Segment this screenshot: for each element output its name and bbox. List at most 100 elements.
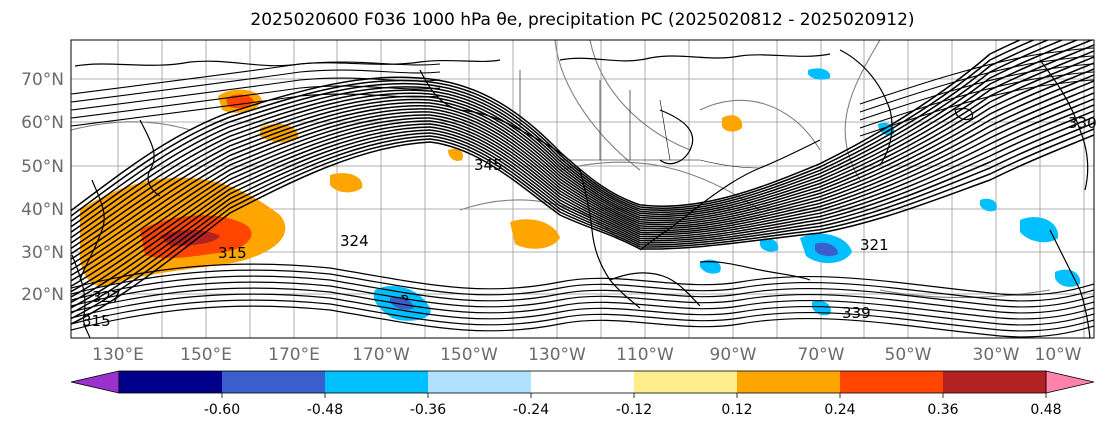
colorbar-tick-label: -0.36 [410, 402, 446, 418]
colorbar-bin [325, 371, 429, 393]
contour-label-group: 315 315 324 339 327 330 321 345 [82, 114, 1097, 330]
coast-iceland [954, 107, 974, 121]
theta-e-contour-tropical [71, 287, 1094, 320]
pressure-contour [699, 99, 821, 151]
coast-east-na [639, 139, 821, 251]
colorbar-extend-low [70, 370, 120, 394]
contour-label: 324 [340, 232, 369, 250]
coast-japan [79, 179, 105, 281]
colorbar-tick-label: -0.60 [204, 402, 240, 418]
coastlines [71, 49, 1091, 338]
theta-e-contour [71, 128, 1094, 320]
map-title: 2025020600 F036 1000 hPa θe, precipitati… [0, 10, 1105, 30]
theta-e-contour [71, 98, 1094, 293]
longitude-label: 170°E [268, 345, 320, 360]
theta-e-contour [71, 40, 1022, 212]
precip-blue-hudson [760, 238, 779, 252]
theta-e-contour [71, 134, 1094, 325]
coast-china [71, 254, 91, 338]
longitude-label: 150°E [180, 345, 232, 360]
coast-caribbean [699, 261, 811, 281]
theta-e-contour-tropical [71, 269, 1094, 302]
longitude-label: 170°W [352, 345, 410, 360]
contour-label: 327 [92, 288, 121, 306]
colorbar-extend-high [1045, 370, 1095, 394]
theta-e-contour [71, 44, 1094, 244]
colorbar-bin [737, 371, 841, 393]
colorbar-tick-label: -0.48 [307, 402, 343, 418]
coast-hudson-bay [659, 109, 694, 165]
coast-mexico [609, 272, 701, 307]
border-canada-provinces [599, 80, 671, 161]
latitude-label: 30°N [21, 243, 64, 263]
colorbar-bin [840, 371, 944, 393]
map-panel: 315 315 324 339 327 330 321 345 70°N 60°N 50°N 40°… [21, 39, 1097, 360]
colorbar-tick-label: -0.12 [616, 402, 652, 418]
coast-greenland [839, 49, 893, 166]
theta-e-contour-polar [71, 71, 1094, 129]
contour-label: 345 [474, 156, 503, 174]
theta-e-contour [71, 56, 1094, 255]
precip-blue-labrador [808, 68, 831, 80]
theta-e-contour [71, 50, 1094, 250]
longitude-labels: 130°E 150°E 170°E 170°W 150°W 130°W 110°W 90°W 7… [92, 345, 1082, 360]
contour-label: 321 [860, 236, 889, 254]
colorbar-bin [634, 371, 738, 393]
precip-orange-hawaii-ne [510, 219, 560, 249]
theta-e-contour [71, 122, 1094, 314]
precip-blue-sargasso [812, 300, 831, 316]
theta-e-contour [71, 116, 1094, 309]
precip-orange-canada [722, 115, 743, 132]
theta-e-contour [71, 68, 1094, 266]
theta-e-contour [71, 104, 1094, 298]
theta-e-contour [71, 40, 1036, 217]
theta-e-contour [71, 74, 1094, 271]
theta-e-contour [71, 40, 1050, 223]
colorbar-ticks: -0.60 -0.48 -0.36 -0.24 -0.12 0.12 0.24 0.36 0.4… [204, 393, 1062, 418]
latitude-label: 40°N [21, 200, 64, 220]
precip-blue-caribbean [700, 259, 721, 274]
longitude-label: 130°W [528, 345, 586, 360]
coast-siberia [74, 59, 501, 67]
colorbar-bin [428, 371, 532, 393]
colorbar-bin [119, 371, 223, 393]
colorbar-bin [943, 371, 1047, 393]
longitude-label: 90°W [710, 345, 757, 360]
precip-blue-e-atlantic [1055, 269, 1081, 287]
precip-navy-gulf-stream [815, 242, 838, 257]
precip-navy-hawaii [390, 296, 414, 310]
contour-label: 315 [82, 312, 111, 330]
pressure-contour [879, 289, 1051, 299]
pressure-contour [589, 40, 691, 151]
colorbar-bin [531, 371, 635, 393]
colorbar-tick-label: -0.24 [513, 402, 549, 418]
theta-e-contour-tropical [71, 299, 1094, 332]
colorbar-tick-label: 0.24 [824, 402, 855, 418]
theta-e-contour-tropical [71, 281, 1094, 314]
theta-e-contour [71, 40, 1079, 233]
coast-kamchatka [139, 119, 161, 197]
latitude-label: 60°N [21, 113, 64, 133]
theta-e-contour-tropical [71, 305, 1094, 338]
theta-e-contour [71, 62, 1094, 260]
longitude-label: 130°E [92, 345, 144, 360]
coast-africa [1049, 229, 1091, 338]
contour-label: 315 [218, 244, 247, 262]
latitude-labels: 70°N 60°N 50°N 40°N 30°N 20°N [21, 70, 64, 305]
precip-orange-baja [448, 148, 464, 161]
border-us-canada [560, 159, 761, 169]
theta-e-contour-tropical [71, 263, 1094, 296]
longitude-label: 10°W [1035, 345, 1082, 360]
longitude-label: 30°W [973, 345, 1020, 360]
colorbar-tick-label: 0.48 [1030, 402, 1061, 418]
theta-e-contour [71, 40, 1094, 239]
longitude-label: 70°W [798, 345, 845, 360]
pressure-contour [71, 121, 191, 131]
contour-label: 330 [1068, 114, 1097, 132]
political-borders [519, 70, 761, 169]
theta-e-contour-polar [71, 55, 1094, 113]
map-frame [70, 39, 1095, 339]
coast-alaska [419, 69, 581, 171]
theta-e-contour-tropical [71, 275, 1094, 308]
pressure-contour [554, 40, 641, 171]
